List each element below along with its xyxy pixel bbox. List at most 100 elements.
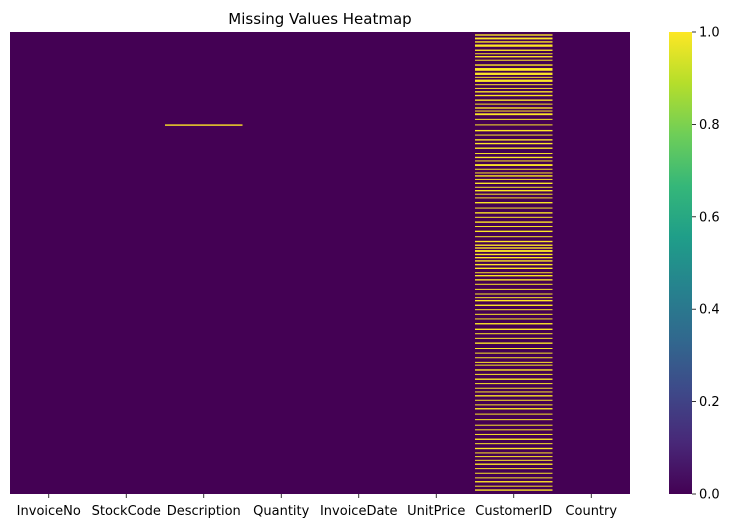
heatmap-cells (10, 32, 630, 494)
missing-band-customerid-37 (475, 182, 553, 184)
missing-band-customerid-2 (475, 41, 553, 43)
heatmap-background (10, 32, 630, 494)
missing-band-customerid-60 (475, 275, 553, 277)
missing-band-customerid-44 (475, 212, 553, 214)
x-tick-label-stockcode: StockCode (92, 504, 161, 519)
missing-band-customerid-13 (475, 84, 553, 86)
colorbar-tick-label-2: 0.4 (699, 303, 720, 318)
missing-band-customerid-18 (475, 103, 553, 105)
colorbar-tick-label-5: 1.0 (699, 26, 720, 41)
x-tick-label-country: Country (565, 504, 617, 519)
chart-title: Missing Values Heatmap (228, 10, 411, 28)
missing-band-customerid-51 (475, 244, 553, 246)
missing-band-customerid-43 (475, 207, 553, 209)
missing-band-customerid-61 (475, 279, 553, 281)
missing-band-customerid-55 (475, 256, 553, 259)
missing-band-customerid-99 (475, 452, 553, 454)
missing-band-customerid-46 (475, 221, 553, 223)
missing-band-customerid-39 (475, 190, 553, 192)
missing-band-customerid-78 (475, 357, 553, 359)
missing-band-customerid-107 (475, 485, 553, 487)
x-tick-label-unitprice: UnitPrice (407, 504, 465, 519)
missing-band-customerid-33 (475, 168, 553, 170)
missing-band-customerid-73 (475, 333, 553, 335)
missing-band-customerid-11 (475, 76, 553, 78)
missing-band-customerid-15 (475, 91, 553, 93)
x-tick-label-invoicedate: InvoiceDate (320, 504, 398, 519)
missing-band-customerid-84 (475, 383, 553, 385)
x-axis-ticks: InvoiceNo StockCode Description Quantity Inv… (17, 494, 617, 519)
missing-band-customerid-87 (475, 395, 553, 397)
missing-band-customerid-52 (475, 247, 553, 249)
missing-band-customerid-93 (475, 424, 553, 426)
missing-band-customerid-3 (475, 44, 553, 47)
missing-band-customerid-54 (475, 253, 553, 256)
missing-band-customerid-22 (475, 118, 553, 120)
missing-band-customerid-19 (475, 107, 553, 109)
missing-band-customerid-103 (475, 468, 553, 470)
x-tick-label-customerid: CustomerID (475, 504, 552, 519)
colorbar-tick-label-4: 0.8 (699, 118, 720, 133)
missing-band-customerid-70 (475, 318, 553, 320)
colorbar-tick-label-1: 0.2 (699, 395, 720, 410)
missing-band-customerid-29 (475, 153, 553, 155)
missing-band-customerid-30 (475, 156, 553, 159)
missing-band-customerid-47 (475, 226, 553, 228)
missing-band-customerid-59 (475, 272, 553, 274)
missing-band-customerid-89 (475, 404, 553, 406)
missing-band-customerid-27 (475, 142, 553, 145)
missing-band-customerid-86 (475, 391, 553, 393)
missing-band-customerid-76 (475, 348, 553, 350)
missing-band-customerid-91 (475, 413, 553, 415)
missing-band-customerid-48 (475, 230, 553, 233)
missing-band-customerid-104 (475, 472, 553, 474)
missing-band-customerid-98 (475, 447, 553, 450)
missing-band-customerid-71 (475, 323, 553, 325)
missing-band-customerid-57 (475, 263, 553, 266)
missing-band-customerid-10 (475, 72, 553, 75)
missing-band-customerid-16 (475, 94, 553, 97)
missing-band-customerid-92 (475, 419, 553, 421)
missing-band-customerid-68 (475, 309, 553, 311)
missing-band-description-0 (165, 124, 243, 126)
x-tick-label-quantity: Quantity (253, 504, 309, 519)
x-tick-label-invoiceno: InvoiceNo (17, 504, 81, 519)
missing-band-customerid-82 (475, 373, 553, 375)
missing-band-customerid-81 (475, 369, 553, 371)
missing-band-customerid-100 (475, 456, 553, 458)
missing-band-customerid-66 (475, 299, 553, 302)
missing-band-customerid-32 (475, 164, 553, 166)
missing-band-customerid-9 (475, 68, 553, 71)
missing-band-customerid-63 (475, 288, 553, 290)
missing-band-customerid-102 (475, 463, 553, 465)
colorbar-gradient (669, 32, 692, 494)
missing-band-customerid-26 (475, 139, 553, 141)
missing-band-customerid-41 (475, 197, 553, 199)
missing-band-customerid-95 (475, 433, 553, 435)
missing-band-customerid-58 (475, 267, 553, 270)
missing-band-customerid-79 (475, 361, 553, 363)
missing-band-customerid-77 (475, 352, 553, 354)
missing-band-customerid-31 (475, 160, 553, 162)
missing-band-customerid-62 (475, 283, 553, 285)
missing-band-customerid-97 (475, 443, 553, 445)
missing-band-customerid-94 (475, 429, 553, 431)
missing-band-customerid-42 (475, 202, 553, 204)
missing-band-customerid-80 (475, 364, 553, 366)
missing-band-customerid-0 (475, 34, 553, 36)
x-tick-label-description: Description (167, 504, 241, 519)
missing-band-customerid-12 (475, 79, 553, 82)
missing-band-customerid-24 (475, 129, 553, 132)
missing-band-customerid-20 (475, 110, 553, 112)
missing-band-customerid-65 (475, 297, 553, 299)
missing-band-customerid-75 (475, 342, 553, 344)
missing-band-customerid-67 (475, 304, 553, 306)
missing-band-customerid-50 (475, 240, 553, 243)
missing-band-customerid-7 (475, 59, 553, 61)
missing-band-customerid-23 (475, 124, 553, 126)
missing-band-customerid-83 (475, 378, 553, 380)
missing-band-customerid-36 (475, 178, 553, 180)
missing-band-customerid-85 (475, 387, 553, 389)
